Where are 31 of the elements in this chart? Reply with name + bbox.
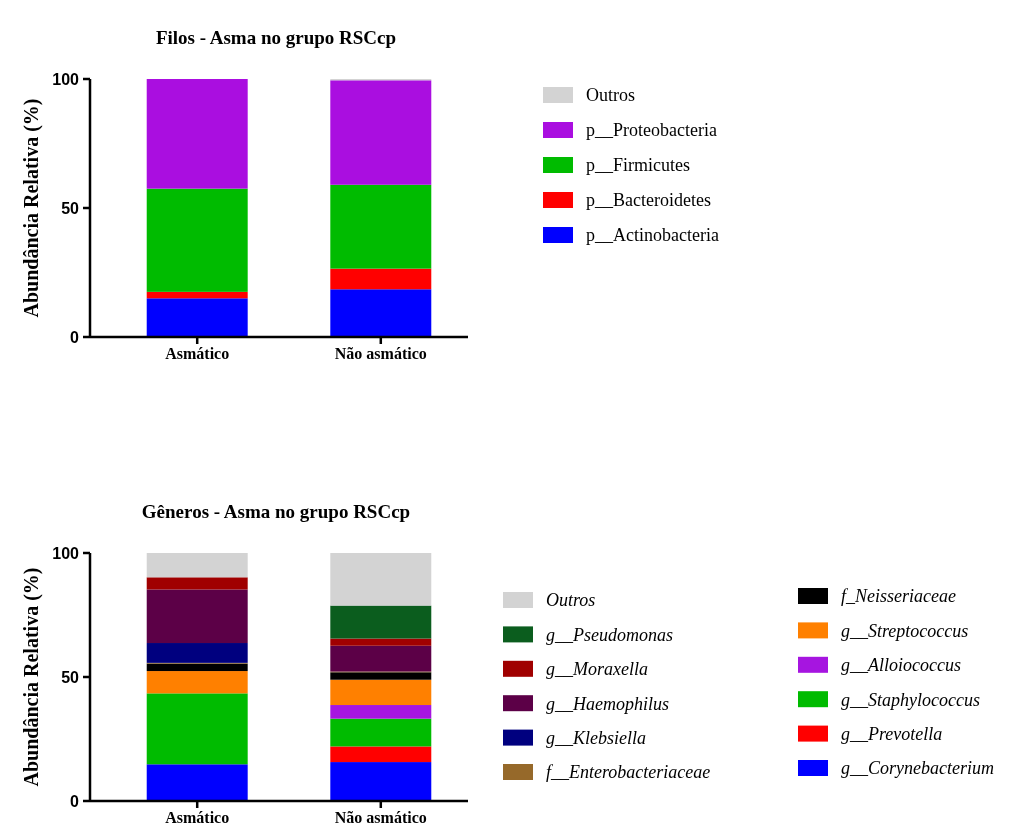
legend-label: g__Haemophilus bbox=[546, 693, 669, 714]
y-tick-label: 100 bbox=[52, 70, 80, 88]
x-tick-label: Asmático bbox=[165, 809, 230, 826]
x-tick-label: Não asmático bbox=[334, 809, 427, 826]
y-tick-label: 0 bbox=[70, 328, 80, 346]
legend-label: p__Actinobacteria bbox=[586, 225, 719, 246]
x-tick-label: Asmático bbox=[165, 345, 230, 362]
legend-label: Outros bbox=[546, 590, 596, 611]
legend-label: p__Firmicutes bbox=[586, 155, 690, 176]
legend-label: g__Corynebacterium bbox=[841, 758, 994, 779]
chart-title: Filos - Asma no grupo RSCcp bbox=[155, 27, 397, 48]
legend-label: Outros bbox=[586, 85, 635, 106]
chart-title: Gêneros - Asma no grupo RSCcp bbox=[141, 501, 411, 522]
y-tick-label: 50 bbox=[61, 199, 80, 217]
y-axis-title: Abundância Relativa (%) bbox=[20, 567, 43, 787]
legend-label: p__Proteobacteria bbox=[586, 120, 717, 141]
legend-label: g__Staphylococcus bbox=[841, 689, 980, 710]
legend-label: f__Enterobacteriaceae bbox=[546, 762, 711, 783]
y-axis-title: Abundância Relativa (%) bbox=[20, 98, 43, 318]
y-tick-label: 0 bbox=[70, 792, 80, 810]
legend-label: g__Streptococcus bbox=[841, 620, 969, 641]
x-tick-label: Não asmático bbox=[334, 345, 427, 362]
legend-label: g__Pseudomonas bbox=[546, 624, 673, 645]
legend-label: g__Klebsiella bbox=[546, 727, 646, 748]
legend-label: g__Prevotella bbox=[841, 723, 943, 744]
legend-label: p__Bacteroidetes bbox=[586, 190, 711, 211]
y-tick-label: 50 bbox=[61, 668, 80, 686]
legend-label: g__Moraxella bbox=[546, 659, 648, 680]
legend-label: g__Alloiococcus bbox=[841, 655, 961, 676]
legend-label: f_Neisseriaceae bbox=[841, 586, 956, 607]
y-tick-label: 100 bbox=[52, 544, 80, 562]
